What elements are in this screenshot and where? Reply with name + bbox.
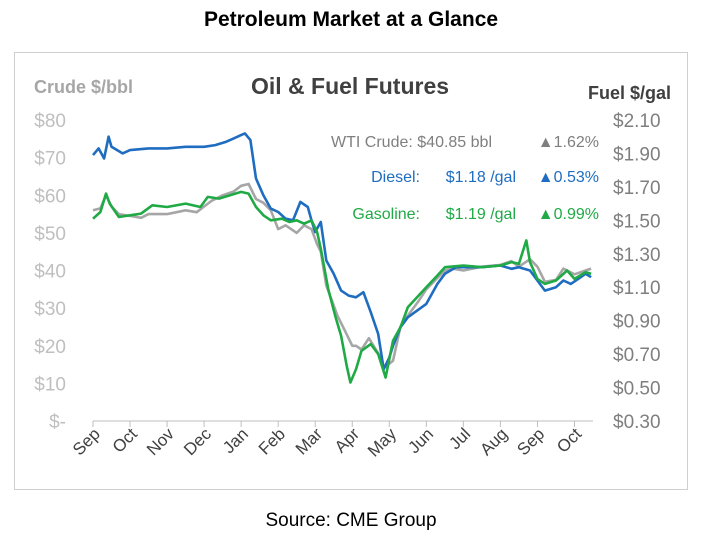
series-line-gasoline xyxy=(92,190,592,384)
left-tick-label: $10 xyxy=(34,374,66,395)
x-tick-label: Jan xyxy=(219,424,252,457)
x-tick-label: Mar xyxy=(292,424,326,458)
axes: $- $10 $20 $30 $40 $50 $60 $70 $80 $0.30 $0.50 $0.7… xyxy=(34,111,660,461)
left-tick-label: $60 xyxy=(34,186,66,207)
x-tick-label: Apr xyxy=(331,424,363,456)
legend-gasoline-value: $1.19 /gal xyxy=(446,206,516,223)
legend-crude-text: WTI Crude: $40.85 bbl xyxy=(331,134,492,151)
legend-gasoline-label: Gasoline: xyxy=(352,206,420,223)
right-tick-label: $0.30 xyxy=(613,412,661,433)
x-tick-label: Oct xyxy=(109,424,141,456)
left-axis-label: Crude $/bbl xyxy=(34,77,133,97)
right-tick-label: $1.90 xyxy=(613,144,661,165)
right-tick-label: $0.70 xyxy=(613,345,661,366)
x-tick-label: Dec xyxy=(180,424,215,459)
right-tick-label: $0.50 xyxy=(613,379,661,400)
right-tick-label: $1.50 xyxy=(613,211,661,232)
left-tick-label: $- xyxy=(49,412,66,433)
x-tick-label: Aug xyxy=(476,424,511,459)
left-tick-label: $70 xyxy=(34,149,66,170)
right-axis-label: Fuel $/gal xyxy=(588,83,671,103)
left-tick-label: $30 xyxy=(34,299,66,320)
series-line-diesel xyxy=(92,132,592,371)
legend-diesel-change: ▲0.53% xyxy=(538,169,599,186)
legend-crude-label: WTI Crude: xyxy=(331,134,413,151)
left-tick-label: $40 xyxy=(34,262,66,283)
legend-gasoline-change: ▲0.99% xyxy=(538,206,599,223)
x-tick-label: Jun xyxy=(404,424,437,457)
x-tick-label: Sep xyxy=(513,424,548,459)
legend-diesel-value: $1.18 /gal xyxy=(446,169,516,186)
chart-frame xyxy=(14,52,688,490)
x-tick-label: May xyxy=(364,424,400,460)
x-tick-label: Feb xyxy=(255,424,289,458)
legend-diesel-label: Diesel: xyxy=(371,169,420,186)
legend-crude-value: $40.85 bbl xyxy=(417,134,492,151)
left-tick-label: $20 xyxy=(34,337,66,358)
x-tick-label: Jul xyxy=(445,424,474,453)
right-tick-label: $0.90 xyxy=(613,312,661,333)
source-note: Source: CME Group xyxy=(265,510,437,531)
page-title: Petroleum Market at a Glance xyxy=(203,8,499,31)
legend-crude-change: ▲1.62% xyxy=(538,134,599,151)
x-tick-label: Sep xyxy=(69,424,104,459)
right-tick-label: $2.10 xyxy=(613,111,661,132)
legend: WTI Crude: $40.85 bbl ▲1.62% Diesel: $1.… xyxy=(331,134,599,223)
chart-title: Oil & Fuel Futures xyxy=(251,73,449,99)
right-tick-label: $1.10 xyxy=(613,278,661,299)
right-tick-label: $1.70 xyxy=(613,178,661,199)
right-tick-label: $1.30 xyxy=(613,245,661,266)
series-lines xyxy=(92,132,592,384)
x-tick-label: Oct xyxy=(553,424,585,456)
left-tick-label: $50 xyxy=(34,224,66,245)
left-tick-label: $80 xyxy=(34,111,66,132)
x-tick-label: Nov xyxy=(143,424,178,459)
